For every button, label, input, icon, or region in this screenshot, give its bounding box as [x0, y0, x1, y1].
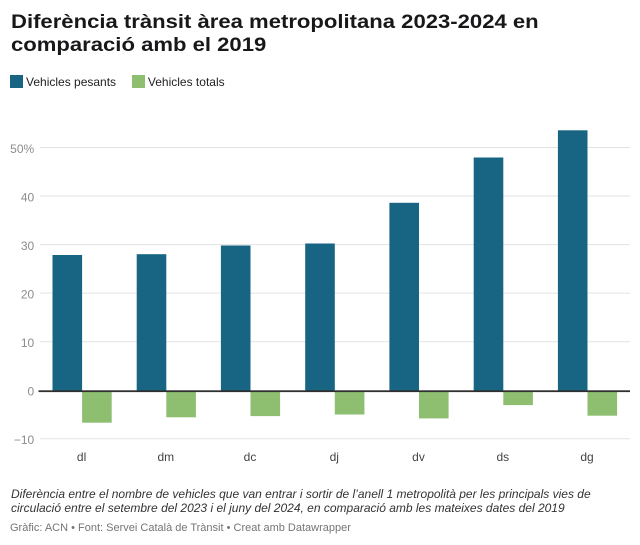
svg-text:50%: 50%	[10, 142, 34, 156]
svg-text:30: 30	[21, 239, 35, 253]
svg-text:dm: dm	[157, 450, 174, 464]
svg-text:ds: ds	[496, 450, 509, 464]
svg-text:0: 0	[28, 385, 35, 399]
svg-text:dg: dg	[580, 450, 593, 464]
svg-text:dc: dc	[244, 450, 257, 464]
svg-text:20: 20	[21, 288, 35, 302]
svg-text:−10: −10	[14, 433, 35, 447]
svg-text:40: 40	[21, 190, 35, 204]
svg-text:dv: dv	[412, 450, 425, 464]
svg-text:dj: dj	[330, 450, 339, 464]
svg-text:dl: dl	[77, 450, 86, 464]
svg-text:10: 10	[21, 336, 35, 350]
